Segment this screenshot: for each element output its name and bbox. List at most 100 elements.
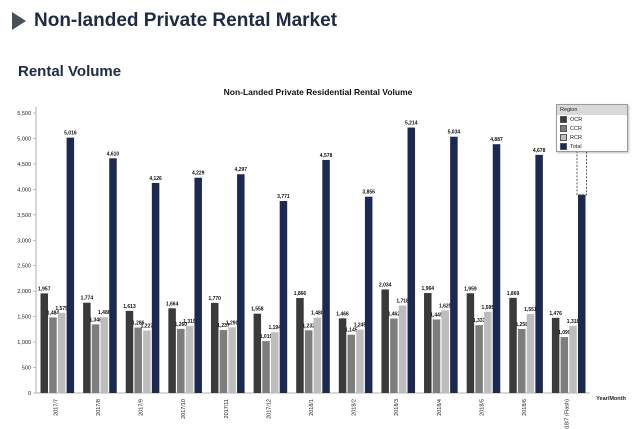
bar-rcr	[398, 305, 407, 393]
data-label: 1,964	[422, 286, 435, 292]
bar-ocr	[551, 317, 560, 393]
bar-rcr	[569, 325, 577, 393]
data-label: 5,214	[405, 121, 418, 127]
bar-ocr	[168, 308, 176, 393]
bar-rcr	[441, 310, 449, 393]
bar-rcr	[484, 311, 492, 393]
data-label: 1,318	[567, 319, 580, 325]
x-tick-label: 2017/12	[266, 399, 272, 419]
bar-total	[322, 159, 330, 393]
data-label: 1,959	[464, 286, 477, 292]
data-label: 5,016	[64, 131, 77, 137]
bar-total	[535, 154, 543, 393]
bar-ocr	[424, 293, 432, 393]
bar-ocr	[296, 298, 304, 393]
page-title: Non-landed Private Rental Market	[34, 10, 338, 31]
data-label: 1,488	[98, 310, 111, 316]
triangle-bullet-icon	[12, 12, 26, 30]
data-label: 3,771	[277, 194, 290, 200]
x-tick-label: 2018/1	[309, 399, 315, 416]
bar-ccr	[475, 325, 483, 393]
bar-rcr	[228, 327, 236, 393]
legend-item: RCR	[557, 133, 627, 142]
y-tick-label: 3,000	[17, 238, 31, 244]
bar-ccr	[517, 328, 526, 393]
data-label: 1,476	[549, 311, 562, 317]
data-label: 1,718	[396, 299, 409, 305]
bar-rcr	[313, 317, 322, 393]
bar-ccr	[390, 318, 398, 393]
bar-total	[151, 182, 160, 393]
data-label: 1,227	[141, 324, 154, 330]
bar-ocr	[381, 289, 389, 393]
bar-total	[109, 158, 117, 393]
y-tick-label: 5,000	[17, 136, 31, 142]
data-label: 4,887	[490, 137, 503, 143]
data-label: 5,034	[448, 130, 461, 136]
data-label: 1,575	[55, 306, 68, 312]
data-label: 1,258	[515, 322, 528, 328]
bar-ocr	[509, 297, 517, 393]
x-tick-label: 2017/10	[181, 399, 187, 419]
chart-panel: Non-Landed Private Residential Rental Vo…	[0, 82, 637, 429]
bar-total	[66, 137, 75, 393]
bar-rcr	[270, 332, 279, 393]
y-tick-label: 2,500	[17, 264, 31, 270]
y-tick-label: 2,000	[17, 289, 31, 295]
x-tick-label: 2018/3	[394, 399, 400, 416]
bar-ccr	[177, 328, 185, 393]
x-tick-label: 2018/5	[479, 399, 485, 416]
legend-label: Total	[570, 143, 582, 150]
legend-label: OCR	[570, 116, 583, 123]
data-label: 4,126	[149, 176, 162, 182]
data-label: 1,260	[175, 322, 188, 328]
bar-total	[407, 127, 416, 393]
data-label: 1,613	[123, 304, 136, 310]
legend-label: CCR	[570, 125, 582, 132]
bar-ccr	[262, 341, 270, 393]
bar-rcr	[100, 317, 109, 393]
data-label: 1,774	[81, 296, 94, 302]
y-tick-label: 3,500	[17, 213, 31, 219]
y-tick-label: 4,500	[17, 162, 31, 168]
data-label: 1,445	[430, 312, 443, 318]
bar-rcr	[57, 312, 66, 393]
bar-ocr	[210, 302, 219, 393]
y-tick-label: 1,500	[17, 315, 31, 321]
bar-ccr	[560, 337, 569, 393]
data-label: 1,315	[183, 319, 196, 325]
bar-ocr	[40, 293, 49, 393]
legend-items: OCR CCR RCR Total	[557, 115, 627, 151]
legend-label: RCR	[570, 134, 582, 141]
chart-legend: Region OCR CCR RCR Total	[556, 104, 628, 152]
bar-ocr	[125, 310, 134, 393]
data-label: 4,610	[107, 151, 120, 157]
bar-total	[364, 196, 373, 393]
bar-total	[237, 174, 245, 393]
data-label: 1,770	[208, 296, 221, 302]
y-tick-label: 0	[28, 391, 31, 397]
chart-title: Non-Landed Private Residential Rental Vo…	[224, 87, 413, 97]
bar-ocr	[466, 293, 475, 393]
x-tick-label: 2018/4	[437, 399, 443, 416]
bar-rcr	[185, 326, 194, 393]
x-tick-label: 2017/7	[53, 399, 59, 416]
bar-ocr	[83, 302, 91, 393]
data-label: 4,578	[320, 153, 333, 159]
section-title: Rental Volume	[18, 63, 122, 80]
bar-total	[492, 144, 501, 393]
data-label: 1,145	[345, 328, 358, 334]
x-tick-label: 2017/11	[224, 399, 230, 418]
data-label: 1,462	[388, 312, 401, 318]
legend-swatch	[560, 134, 567, 141]
data-label: 1,194	[268, 325, 281, 331]
bar-ccr	[49, 317, 57, 393]
data-label: 1,595	[482, 305, 495, 311]
bar-ccr	[134, 327, 142, 393]
bar-rcr	[526, 314, 535, 393]
data-label: 1,664	[166, 301, 179, 307]
data-label: 1,466	[336, 311, 349, 317]
legend-item: Total	[557, 142, 627, 151]
y-tick-label: 500	[22, 366, 31, 372]
x-tick-label: 2018/6	[522, 399, 528, 416]
